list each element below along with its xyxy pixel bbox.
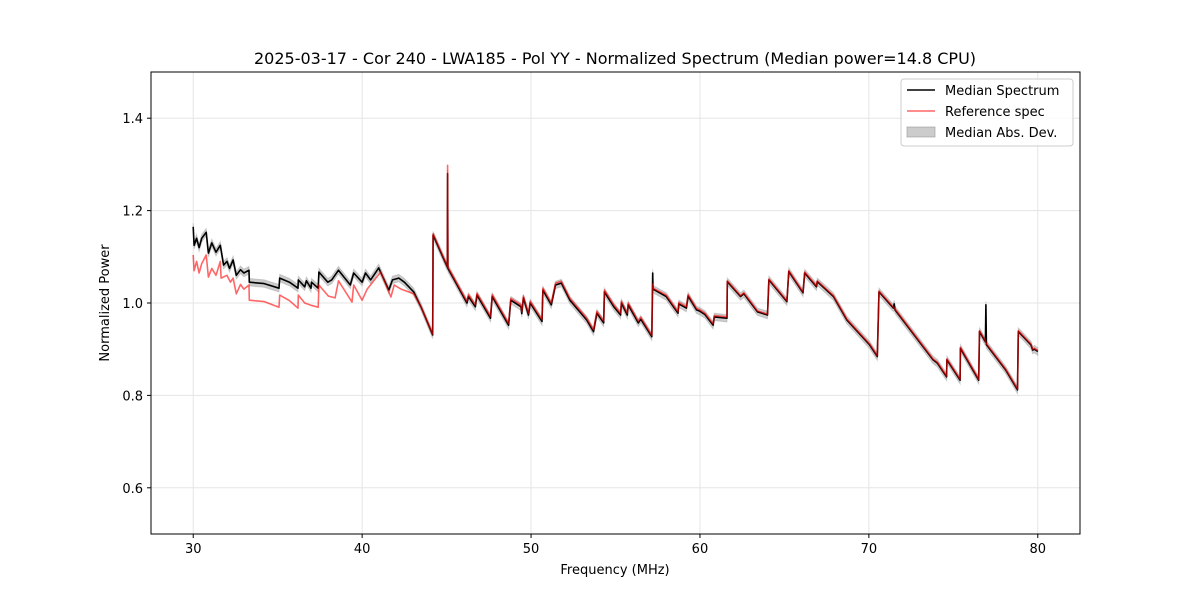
reference-spectrum-line bbox=[192, 164, 1039, 390]
chart-title: 2025-03-17 - Cor 240 - LWA185 - Pol YY -… bbox=[254, 49, 976, 68]
y-tick-label: 1.0 bbox=[122, 297, 143, 312]
legend: Median Spectrum Reference spec Median Ab… bbox=[900, 78, 1074, 147]
x-tick-label: 30 bbox=[185, 542, 202, 557]
y-axis-label: Normalized Power bbox=[98, 244, 113, 362]
x-axis-label: Frequency (MHz) bbox=[560, 563, 669, 578]
legend-mad-label: Median Abs. Dev. bbox=[945, 126, 1057, 141]
y-tick-label: 0.8 bbox=[122, 389, 143, 404]
plot-area bbox=[192, 164, 1039, 396]
legend-box bbox=[900, 78, 1074, 147]
y-tick-label: 1.2 bbox=[122, 205, 143, 220]
x-axis-ticks: 30 40 50 60 70 80 bbox=[185, 534, 1046, 557]
legend-reference-label: Reference spec bbox=[945, 105, 1045, 120]
x-tick-label: 70 bbox=[861, 542, 878, 557]
x-tick-label: 40 bbox=[354, 542, 371, 557]
legend-mad-swatch bbox=[906, 126, 936, 138]
y-axis-ticks: 0.6 0.8 1.0 1.2 1.4 bbox=[122, 112, 151, 497]
legend-median-label: Median Spectrum bbox=[945, 84, 1059, 99]
x-tick-label: 50 bbox=[523, 542, 540, 557]
y-tick-label: 1.4 bbox=[122, 112, 143, 127]
y-tick-label: 0.6 bbox=[122, 482, 143, 497]
x-tick-label: 60 bbox=[692, 542, 709, 557]
x-tick-label: 80 bbox=[1029, 542, 1046, 557]
